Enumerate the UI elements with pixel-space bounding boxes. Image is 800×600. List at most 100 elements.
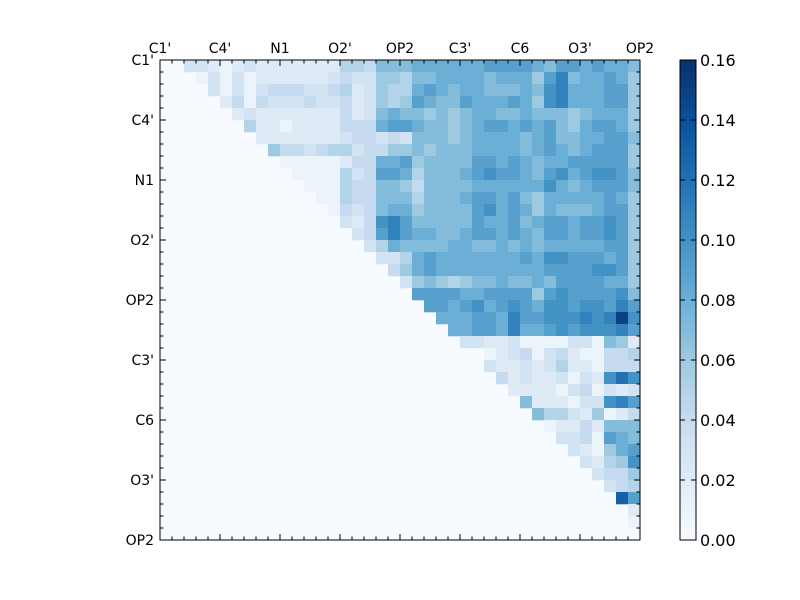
heatmap-cell	[604, 432, 617, 445]
heatmap-cell	[424, 132, 437, 145]
heatmap-cell	[412, 228, 425, 241]
heatmap-cell	[268, 108, 281, 121]
heatmap-cell	[568, 120, 581, 133]
heatmap-cell	[508, 324, 521, 337]
heatmap-cell	[364, 156, 377, 169]
heatmap-cell	[484, 156, 497, 169]
heatmap-cell	[460, 72, 473, 85]
heatmap-cell	[436, 156, 449, 169]
heatmap-cell	[568, 360, 581, 373]
heatmap-cell	[268, 84, 281, 97]
heatmap-cell	[532, 180, 545, 193]
heatmap-cell	[436, 264, 449, 277]
heatmap-cell	[376, 204, 389, 217]
heatmap-cell	[436, 60, 449, 73]
heatmap-cell	[580, 252, 593, 265]
heatmap-cell	[496, 324, 509, 337]
heatmap-cell	[364, 240, 377, 253]
heatmap-cell	[544, 336, 557, 349]
heatmap-cell	[424, 264, 437, 277]
heatmap-cell	[436, 72, 449, 85]
heatmap-cell	[592, 132, 605, 145]
heatmap-cell	[628, 264, 641, 277]
heatmap-cell	[556, 216, 569, 229]
heatmap-cell	[532, 84, 545, 97]
heatmap-cell	[568, 84, 581, 97]
heatmap-cell	[628, 132, 641, 145]
heatmap-cell	[388, 264, 401, 277]
heatmap-cell	[604, 372, 617, 385]
heatmap-cell	[616, 228, 629, 241]
heatmap-cell	[592, 84, 605, 97]
heatmap-cell	[388, 144, 401, 157]
heatmap-cell	[604, 84, 617, 97]
heatmap-cell	[436, 108, 449, 121]
heatmap-cell	[232, 96, 245, 109]
heatmap-cell	[616, 468, 629, 481]
heatmap-cell	[580, 432, 593, 445]
heatmap-cell	[232, 84, 245, 97]
heatmap-cell	[556, 336, 569, 349]
heatmap-cell	[544, 60, 557, 73]
heatmap-cell	[556, 72, 569, 85]
x-tick-label: O2'	[328, 41, 352, 57]
heatmap-cell	[568, 348, 581, 361]
heatmap-cell	[532, 312, 545, 325]
heatmap-cell	[328, 144, 341, 157]
heatmap-cell	[304, 60, 317, 73]
heatmap-cell	[532, 108, 545, 121]
heatmap-cell	[592, 420, 605, 433]
heatmap-cell	[304, 96, 317, 109]
heatmap-cell	[604, 312, 617, 325]
heatmap-cell	[316, 72, 329, 85]
heatmap-cell	[604, 456, 617, 469]
heatmap-cell	[208, 72, 221, 85]
heatmap-cell	[592, 288, 605, 301]
heatmap-cell	[544, 396, 557, 409]
heatmap-cell	[412, 156, 425, 169]
heatmap-cell	[304, 108, 317, 121]
heatmap-cell	[496, 204, 509, 217]
heatmap-cell	[628, 432, 641, 445]
heatmap-cell	[388, 72, 401, 85]
heatmap-cell	[316, 168, 329, 181]
heatmap-cell	[568, 444, 581, 457]
heatmap-cell	[568, 96, 581, 109]
heatmap-cell	[472, 180, 485, 193]
heatmap-cell	[400, 264, 413, 277]
heatmap-cell	[244, 84, 257, 97]
heatmap-cell	[592, 180, 605, 193]
heatmap-cell	[400, 132, 413, 145]
heatmap-cell	[256, 84, 269, 97]
heatmap-cell	[580, 288, 593, 301]
y-tick-label: O2'	[130, 233, 154, 249]
x-tick-label: C6	[511, 41, 530, 57]
heatmap-cell	[508, 384, 521, 397]
heatmap-cell	[364, 72, 377, 85]
heatmap-cell	[496, 192, 509, 205]
heatmap-cell	[628, 420, 641, 433]
heatmap-cell	[628, 216, 641, 229]
heatmap-cell	[556, 228, 569, 241]
heatmap-cell	[616, 492, 629, 505]
heatmap-cell	[568, 228, 581, 241]
heatmap-cell	[400, 156, 413, 169]
heatmap-cell	[400, 60, 413, 73]
heatmap-cell	[292, 60, 305, 73]
heatmap-cell	[628, 408, 641, 421]
heatmap-cell	[628, 252, 641, 265]
heatmap-cell	[580, 156, 593, 169]
heatmap-cell	[604, 360, 617, 373]
heatmap-cell	[496, 252, 509, 265]
heatmap-cell	[592, 456, 605, 469]
heatmap-cell	[400, 228, 413, 241]
heatmap-cell	[472, 264, 485, 277]
heatmap-cell	[484, 168, 497, 181]
heatmap-cell	[292, 96, 305, 109]
heatmap-cell	[340, 84, 353, 97]
heatmap-cell	[436, 228, 449, 241]
heatmap-cell	[400, 84, 413, 97]
heatmap-cell	[580, 420, 593, 433]
heatmap-cell	[364, 180, 377, 193]
x-tick-label: OP2	[386, 41, 414, 57]
